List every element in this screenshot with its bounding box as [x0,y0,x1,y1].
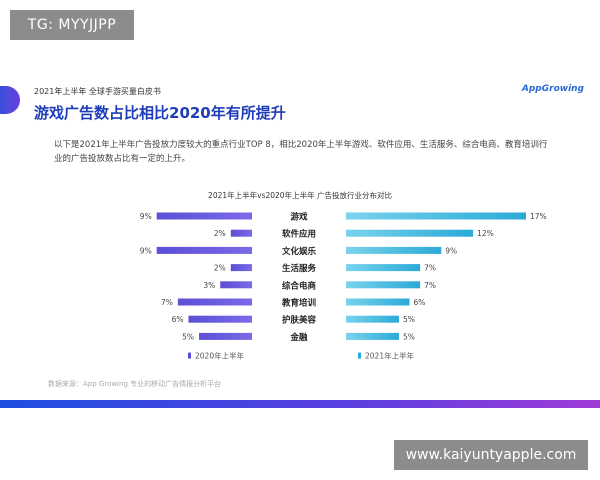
category-label-5: 教育培训 [281,298,317,309]
category-label-1: 软件应用 [282,229,316,240]
bar-2020-7 [199,332,252,340]
label-2021-1: 12% [477,229,494,238]
watermark-top: TG: MYYJJPP [10,10,134,40]
bar-2021-4 [346,281,421,289]
bottom-gradient-band [0,400,600,408]
header-accent-bar [0,86,20,114]
bar-2021-0 [346,212,526,220]
bar-2020-3 [230,264,252,272]
label-2021-6: 5% [403,315,415,324]
label-2020-7: 5% [182,332,194,341]
category-label-6: 护肤美容 [282,315,317,326]
butterfly-bar-chart: 9% 17% 游戏 2% 12% 软件应用 9% 9% 文化娱乐 2% 7% 生活服务 3% 7% 综合电商… [140,212,547,361]
bar-2020-2 [156,246,252,254]
category-label-4: 综合电商 [282,280,317,291]
label-2020-2: 9% [140,246,152,255]
bar-2020-0 [156,212,252,220]
watermark-bottom: www.kaiyuntyapple.com [394,440,588,470]
label-2021-2: 9% [445,246,457,255]
bar-2021-6 [346,315,399,323]
data-source: 数据来源：App Growing 专业的移动广告情报分析平台 [48,380,222,388]
legend-label-2021: 2021年上半年 [365,351,415,361]
label-2021-4: 7% [424,281,436,290]
category-label-0: 游戏 [290,212,308,223]
bar-2020-1 [230,229,252,237]
label-2021-3: 7% [424,264,436,273]
report-label: 2021年上半年 全球手游买量白皮书 [34,87,161,96]
report-slide: 2021年上半年 全球手游买量白皮书 AppGrowing 游戏广告数占比相比2… [0,72,600,408]
label-2021-5: 6% [414,298,426,307]
legend-label-2020: 2020年上半年 [195,351,245,361]
category-label-7: 金融 [289,332,308,343]
bar-2021-2 [346,246,442,254]
label-2020-3: 2% [214,264,226,273]
bar-2021-3 [346,264,421,272]
bar-2021-1 [346,229,474,237]
label-2021-7: 5% [403,332,415,341]
bar-2020-6 [188,315,252,323]
description-text: 以下是2021年上半年广告投放力度较大的重点行业TOP 8，相比2020年上半年… [54,140,548,164]
legend-swatch-2020 [188,352,191,359]
label-2020-6: 6% [172,315,184,324]
label-2021-0: 17% [530,212,547,221]
page-title: 游戏广告数占比相比2020年有所提升 [34,104,286,122]
category-label-2: 文化娱乐 [282,246,317,257]
bar-2021-7 [346,332,399,340]
label-2020-5: 7% [161,298,173,307]
label-2020-1: 2% [214,229,226,238]
bar-2021-5 [346,298,410,306]
chart-title: 2021年上半年vs2020年上半年 广告投放行业分布对比 [208,191,392,200]
category-label-3: 生活服务 [282,263,317,274]
label-2020-4: 3% [203,281,215,290]
legend-swatch-2021 [358,352,361,359]
bar-2020-4 [220,281,252,289]
brand-logo: AppGrowing [521,84,584,94]
bar-2020-5 [177,298,252,306]
label-2020-0: 9% [140,212,152,221]
